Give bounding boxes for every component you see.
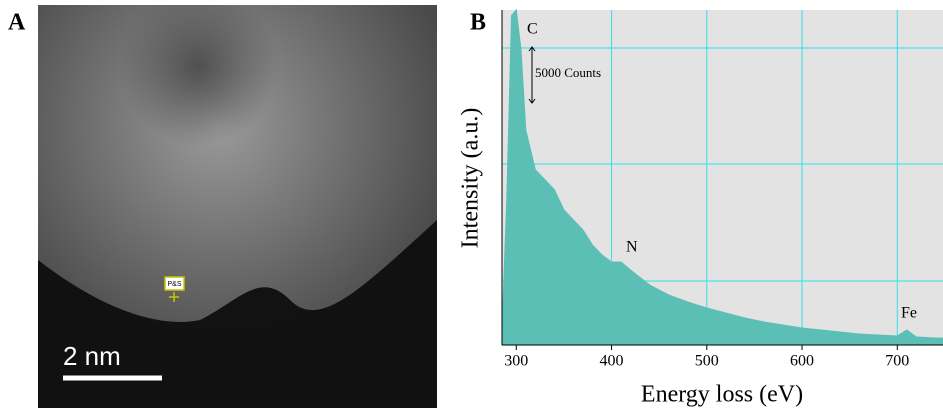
x-tick-label: 300: [504, 353, 528, 370]
annotation: N: [626, 239, 638, 256]
scale-bar-label: 2 nm: [63, 341, 121, 371]
marker-box: [164, 276, 185, 291]
y-axis-label: Intensity (a.u.): [458, 108, 484, 249]
spectrum-area: [501, 8, 943, 346]
panel-label: B: [470, 10, 486, 36]
vacuum-region: [38, 220, 437, 408]
scale-arrow: [528, 46, 536, 104]
panel-label: A: [8, 10, 26, 36]
annotation: 5000 Counts: [535, 65, 601, 80]
plot: [501, 8, 943, 346]
marker-label: P&S: [167, 281, 181, 288]
annotation: C: [527, 21, 538, 38]
annotation: Fe: [901, 305, 917, 322]
x-tick-label: 600: [790, 353, 814, 370]
marker-cross: [169, 292, 179, 302]
x-tick-label: 400: [600, 353, 624, 370]
x-axis-label: Energy loss (eV): [641, 382, 803, 408]
x-tick-label: 500: [695, 353, 719, 370]
x-tick-label: 700: [885, 353, 909, 370]
